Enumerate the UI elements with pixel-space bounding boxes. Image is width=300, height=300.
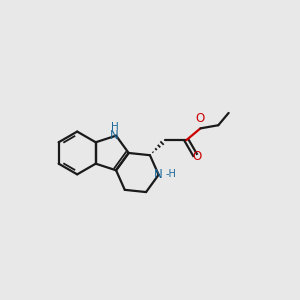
Text: O: O xyxy=(193,150,202,163)
Text: N: N xyxy=(154,168,163,181)
Text: -H: -H xyxy=(165,169,176,178)
Text: O: O xyxy=(196,112,205,125)
Text: N: N xyxy=(110,129,119,142)
Text: H: H xyxy=(111,122,119,132)
